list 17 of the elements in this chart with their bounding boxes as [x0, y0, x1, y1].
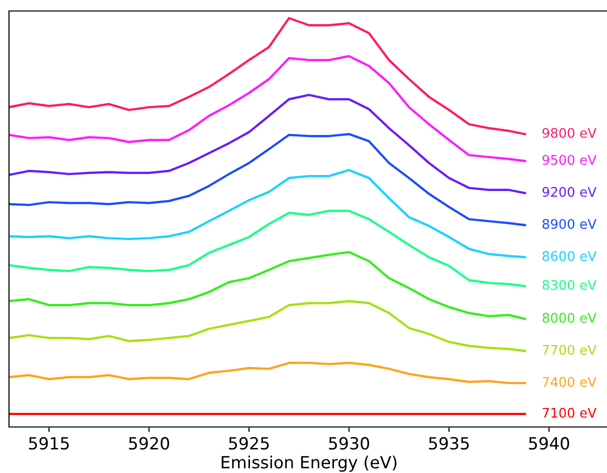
series-label: 8900 eV [542, 218, 596, 229]
series-label: 8000 eV [542, 312, 596, 323]
series-label: 8600 eV [542, 251, 596, 262]
x-axis-title: Emission Energy (eV) [222, 456, 396, 472]
x-tick-label: 5920 [129, 437, 170, 450]
x-tick-label: 5935 [429, 437, 469, 450]
series-label: 9200 eV [542, 186, 596, 197]
series-label: 8300 eV [542, 280, 596, 290]
series-label: 7100 eV [542, 408, 596, 418]
series-label: 9500 eV [542, 154, 596, 165]
x-tick-label: 5930 [329, 437, 370, 450]
series-label: 7700 eV [542, 344, 596, 355]
series-label: 9800 eV [542, 128, 596, 138]
series-label: 7400 eV [542, 376, 596, 387]
x-tick-label: 5925 [229, 437, 269, 450]
x-tick-label: 5940 [529, 437, 570, 450]
x-tick-label: 5915 [29, 437, 69, 450]
